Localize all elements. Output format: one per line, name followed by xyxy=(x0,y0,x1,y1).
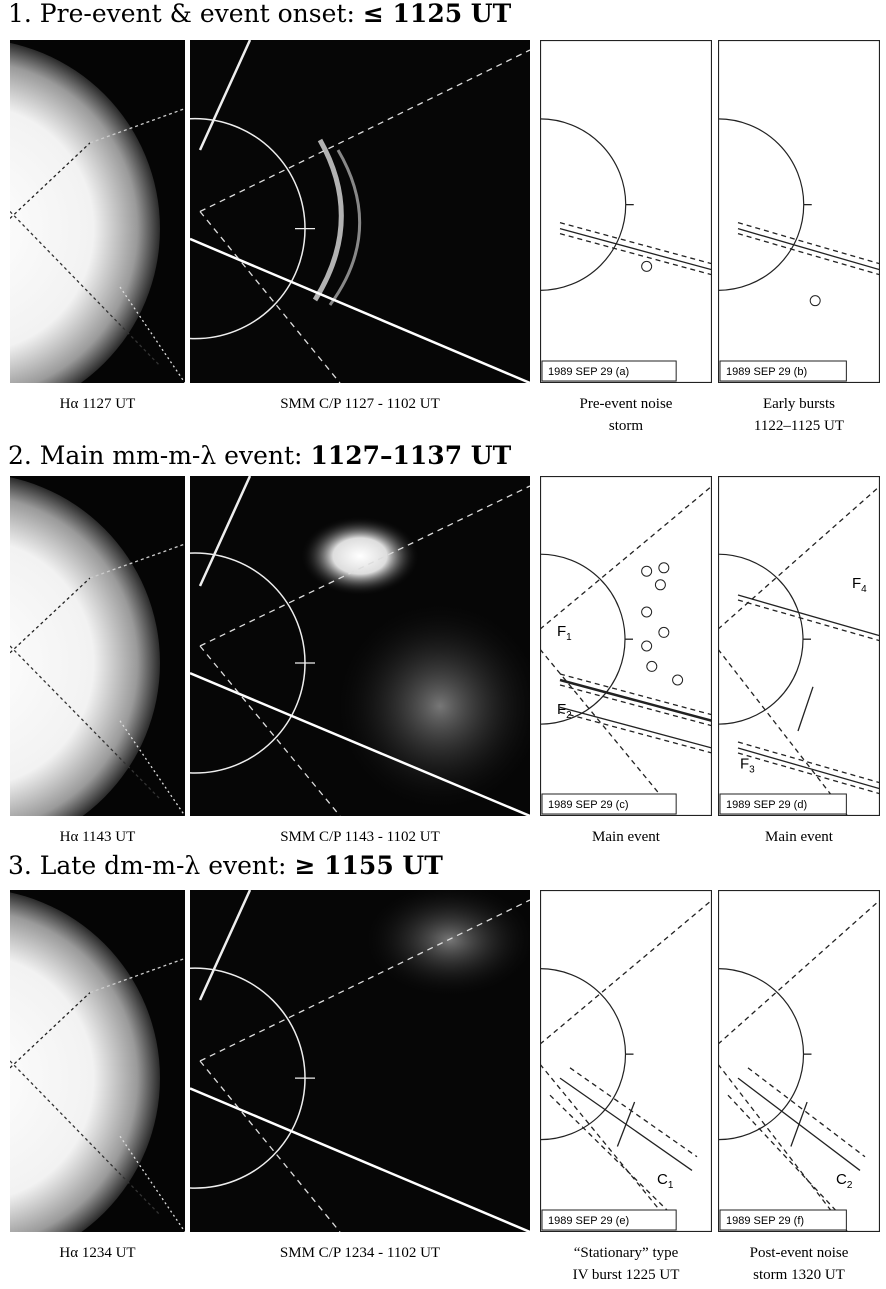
panel-caption: storm xyxy=(609,418,644,434)
row-heading: 3. Late dm-m-λ event: ≥ 1155 UT xyxy=(8,851,443,880)
label-letter: F xyxy=(740,755,749,772)
panel-caption: Main event xyxy=(592,829,661,845)
panel-caption: SMM C/P 1234 - 1102 UT xyxy=(280,1245,440,1261)
coronal-haze xyxy=(360,880,540,1000)
panel-caption: Hα 1127 UT xyxy=(60,396,136,412)
panel-caption: storm 1320 UT xyxy=(753,1267,845,1283)
label-letter: C xyxy=(657,1171,668,1188)
label-letter: F xyxy=(557,701,566,718)
panel-caption: SMM C/P 1143 - 1102 UT xyxy=(280,829,440,845)
row-heading: 2. Main mm-m-λ event: 1127–1137 UT xyxy=(8,441,512,470)
radioheliograph-plot xyxy=(541,477,712,816)
figure: 1. Pre-event & event onset: ≤ 1125 UT Hα 1… xyxy=(0,0,886,1289)
label-subscript: 1 xyxy=(566,632,572,643)
label-letter: C xyxy=(836,1171,847,1188)
label-subscript: 2 xyxy=(566,710,572,721)
panel-caption: Early bursts xyxy=(763,396,835,412)
radioheliograph-plot xyxy=(719,41,880,383)
panel-caption: 1122–1125 UT xyxy=(754,418,844,434)
heading-time: ≥ 1155 UT xyxy=(294,851,443,880)
panel-caption: Post-event noise xyxy=(750,1245,849,1261)
date-stamp: 1989 SEP 29 (a) xyxy=(548,366,629,378)
coronal-haze xyxy=(330,596,550,816)
panel xyxy=(0,473,185,853)
panel xyxy=(0,888,185,1268)
heading-text: 1. Pre-event & event onset: xyxy=(8,0,355,28)
label-subscript: 4 xyxy=(861,584,867,595)
date-stamp: 1989 SEP 29 (e) xyxy=(548,1215,629,1227)
panel: 1989 SEP 29 (c) xyxy=(540,477,712,817)
radioheliograph-plot xyxy=(541,891,712,1232)
panel-caption: “Stationary” type xyxy=(574,1245,679,1261)
page: {"rows": [ {"heading": ["1. Pre-event & … xyxy=(0,0,886,1289)
panel-caption: Main event xyxy=(765,829,834,845)
panel: 1989 SEP 29 (e) xyxy=(540,891,712,1233)
label-letter: F xyxy=(557,623,566,640)
row-heading: 1. Pre-event & event onset: ≤ 1125 UT xyxy=(8,0,512,28)
label-subscript: 2 xyxy=(847,1180,853,1191)
panel: 1989 SEP 29 (a) xyxy=(540,41,712,383)
panel-caption: Hα 1143 UT xyxy=(60,829,136,845)
label-subscript: 1 xyxy=(668,1180,674,1191)
panel: 1989 SEP 29 (b) xyxy=(718,41,880,383)
label-letter: F xyxy=(852,575,861,592)
panel-caption: SMM C/P 1127 - 1102 UT xyxy=(280,396,440,412)
date-stamp: 1989 SEP 29 (c) xyxy=(548,799,629,811)
panel-caption: Hα 1234 UT xyxy=(59,1245,135,1261)
coronal-mass xyxy=(300,516,420,596)
date-stamp: 1989 SEP 29 (f) xyxy=(726,1215,804,1227)
date-stamp: 1989 SEP 29 (d) xyxy=(726,799,807,811)
panel: 1989 SEP 29 (f) xyxy=(718,891,880,1233)
label-subscript: 3 xyxy=(749,764,755,775)
panel xyxy=(0,39,185,419)
radioheliograph-plot xyxy=(719,891,880,1232)
date-stamp: 1989 SEP 29 (b) xyxy=(726,366,807,378)
panel-caption: IV burst 1225 UT xyxy=(573,1267,680,1283)
heading-time: ≤ 1125 UT xyxy=(363,0,512,28)
panel-caption: Pre-event noise xyxy=(580,396,673,412)
heading-text: 2. Main mm-m-λ event: xyxy=(8,441,302,470)
heading-text: 3. Late dm-m-λ event: xyxy=(8,851,286,880)
heading-time: 1127–1137 UT xyxy=(310,441,511,470)
